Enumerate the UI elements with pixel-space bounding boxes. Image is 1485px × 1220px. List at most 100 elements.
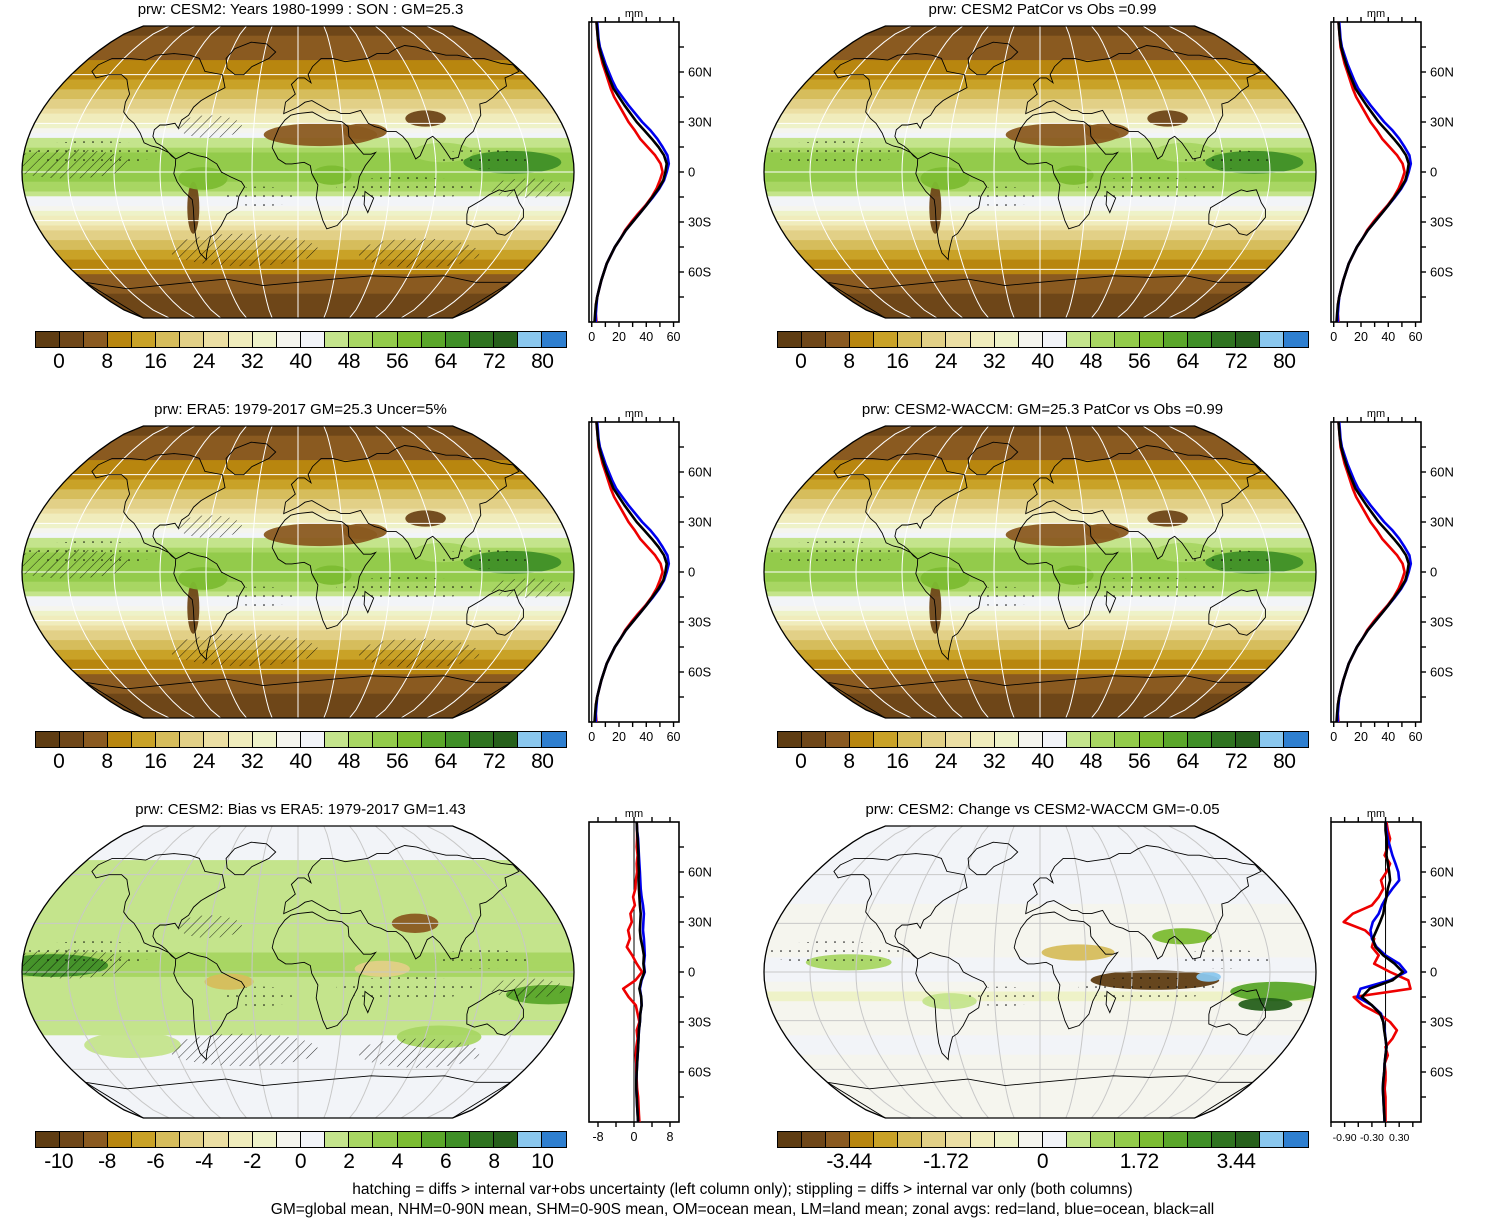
svg-text:30S: 30S — [1430, 215, 1453, 230]
colorbar-tick-label: 32 — [982, 350, 1006, 373]
colorbar-segment — [1139, 332, 1164, 347]
svg-text:30N: 30N — [1430, 515, 1454, 530]
colorbar-tick-label: 72 — [1224, 750, 1248, 773]
colorbar-segment — [801, 732, 826, 747]
colorbar-segment — [849, 332, 875, 347]
caption-line-2: GM=global mean, NHM=0-90N mean, SHM=0-90… — [270, 1201, 1215, 1218]
panel-1-title: prw: CESM2: Years 1980-1999 : SON : GM=2… — [137, 1, 464, 18]
colorbar-segment — [470, 332, 495, 347]
panel-2: prw: CESM2 PatCor vs Obs =0.99 0 8 16 24 32 40… — [742, 0, 1485, 400]
svg-text:40: 40 — [1381, 330, 1395, 344]
colorbar-segment — [421, 732, 446, 747]
panel-3-colorbar-labels: 0 8 16 24 32 40 48 56 64 72 80 — [35, 748, 567, 776]
colorbar-segment — [397, 732, 422, 747]
svg-text:mm: mm — [625, 408, 643, 420]
colorbar-segment — [1018, 332, 1044, 347]
svg-text:30S: 30S — [688, 615, 711, 630]
panel-3-map-column: prw: ERA5: 1979-2017 GM=25.3 Uncer=5% 0 8 1… — [18, 400, 583, 776]
colorbar-segment — [1284, 1132, 1308, 1147]
colorbar-segment — [922, 332, 947, 347]
panel-5-colorbar: -10 -8 -6 -4 -2 0 2 4 6 8 10 — [34, 1131, 567, 1176]
colorbar-segment — [107, 332, 133, 347]
panel-6-title: prw: CESM2: Change vs CESM2-WACCM GM=-0.… — [865, 801, 1220, 818]
colorbar-segment — [994, 332, 1019, 347]
colorbar-segment — [276, 332, 302, 347]
colorbar-segment — [35, 1132, 60, 1147]
svg-text:60S: 60S — [1430, 1065, 1453, 1080]
colorbar-segment — [204, 332, 229, 347]
colorbar-segment — [874, 1132, 899, 1147]
svg-text:60N: 60N — [688, 865, 712, 880]
colorbar-tick-label: -6 — [146, 1150, 165, 1173]
svg-text:0: 0 — [631, 1130, 638, 1144]
panel-3: prw: ERA5: 1979-2017 GM=25.3 Uncer=5% 0 8 1… — [0, 400, 742, 800]
colorbar-segment — [494, 1132, 519, 1147]
colorbar-segment — [849, 732, 875, 747]
colorbar-segment — [325, 1132, 350, 1147]
panel-6-map-column: prw: CESM2: Change vs CESM2-WACCM GM=-0.… — [760, 800, 1325, 1176]
colorbar-segment — [1139, 732, 1164, 747]
panel-1-colorbar: 0 8 16 24 32 40 48 56 64 72 80 — [34, 331, 567, 376]
svg-text:30N: 30N — [688, 115, 712, 130]
panel-2-colorbar-swatches — [776, 331, 1309, 348]
panel-4-colorbar: 0 8 16 24 32 40 48 56 64 72 80 — [776, 731, 1309, 776]
svg-text:40: 40 — [639, 730, 653, 744]
svg-text:30N: 30N — [1430, 115, 1454, 130]
colorbar-segment — [946, 1132, 971, 1147]
panel-6-map — [763, 825, 1317, 1119]
colorbar-segment — [1260, 1132, 1285, 1147]
colorbar-segment — [107, 1132, 133, 1147]
colorbar-tick-label: -1.72 — [923, 1150, 969, 1173]
colorbar-tick-label: 48 — [337, 750, 361, 773]
panel-1-zonal-plot: mm 0 20 40 60 60N 30N 0 30S 60S — [588, 8, 712, 344]
colorbar-segment — [252, 1132, 277, 1147]
colorbar-segment — [825, 732, 850, 747]
panel-grid: prw: CESM2: Years 1980-1999 : SON : GM=2… — [0, 0, 1485, 1176]
colorbar-segment — [994, 1132, 1019, 1147]
colorbar-tick-label: -3.44 — [826, 1150, 872, 1173]
colorbar-tick-label: 16 — [144, 750, 167, 773]
colorbar-tick-label: 40 — [1031, 350, 1054, 373]
colorbar-segment — [1018, 732, 1044, 747]
svg-text:30N: 30N — [1430, 915, 1454, 930]
svg-text:0: 0 — [688, 565, 695, 580]
svg-text:60N: 60N — [1430, 465, 1454, 480]
panel-1-colorbar-swatches — [34, 331, 567, 348]
colorbar-segment — [1067, 1132, 1092, 1147]
panel-6-colorbar: -3.44 -1.72 0 1.72 3.44 — [776, 1131, 1309, 1176]
colorbar-tick-label: 24 — [934, 350, 958, 373]
panel-3-title: prw: ERA5: 1979-2017 GM=25.3 Uncer=5% — [154, 401, 447, 418]
svg-text:0: 0 — [1430, 565, 1437, 580]
colorbar-segment — [1163, 332, 1188, 347]
colorbar-tick-label: 64 — [434, 350, 457, 373]
colorbar-segment — [228, 732, 253, 747]
colorbar-segment — [301, 332, 326, 347]
colorbar-segment — [1187, 1132, 1213, 1147]
colorbar-segment — [518, 332, 543, 347]
svg-text:60: 60 — [1409, 330, 1423, 344]
svg-text:mm: mm — [1367, 808, 1385, 820]
colorbar-segment — [83, 732, 108, 747]
colorbar-segment — [276, 732, 302, 747]
colorbar-segment — [494, 732, 519, 747]
colorbar-segment — [276, 1132, 302, 1147]
colorbar-segment — [801, 332, 826, 347]
colorbar-segment — [445, 1132, 471, 1147]
panel-6-colorbar-labels: -3.44 -1.72 0 1.72 3.44 — [777, 1148, 1309, 1176]
colorbar-tick-label: 0 — [53, 750, 65, 773]
colorbar-segment — [470, 1132, 495, 1147]
colorbar-tick-label: 64 — [1176, 750, 1199, 773]
colorbar-segment — [156, 1132, 181, 1147]
svg-text:0: 0 — [588, 730, 595, 744]
svg-text:60S: 60S — [1430, 665, 1453, 680]
colorbar-segment — [1187, 332, 1213, 347]
colorbar-segment — [301, 732, 326, 747]
colorbar-segment — [132, 732, 157, 747]
colorbar-segment — [180, 332, 205, 347]
colorbar-segment — [397, 332, 422, 347]
colorbar-segment — [470, 732, 495, 747]
colorbar-segment — [777, 332, 802, 347]
colorbar-segment — [922, 1132, 947, 1147]
colorbar-tick-label: 16 — [886, 750, 909, 773]
colorbar-segment — [180, 732, 205, 747]
